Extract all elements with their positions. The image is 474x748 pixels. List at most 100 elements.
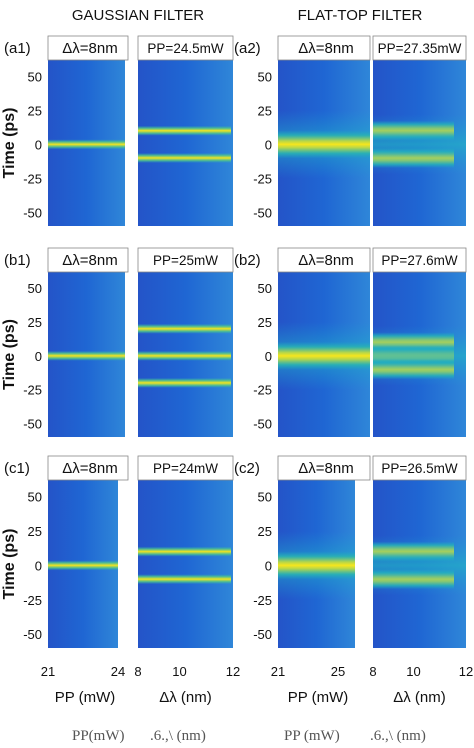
x-tick-dl-gaussian-1: 10 [172, 664, 186, 679]
panel-tag-a1: (a1) [4, 40, 31, 57]
x-tick-dl-flat-2: 12 [459, 664, 473, 679]
y-tick-flat-1-3: -25 [253, 383, 272, 398]
x-tick-pp-end-gaussian: 24 [111, 664, 125, 679]
pulse-right-c1-1 [138, 574, 231, 585]
y-tick-flat-2-2: 0 [265, 558, 272, 573]
x-label-dl-gaussian: Δλ (nm) [159, 689, 212, 706]
panel-tag-c2: (c2) [234, 460, 260, 477]
y-label-row-0: Time (ps) [1, 108, 18, 179]
panel-a2: (a2) Δλ=8nm PP=27.35mW [234, 35, 467, 226]
y-axes: Time (ps) 50 50 25 25 0 0 -25 -25 -50 -50 Time (ps)… [1, 69, 272, 642]
panel-b2: (b2) Δλ=8nm PP=27.6mW [234, 247, 467, 437]
footer-left-dl: .6.,\ (nm) [150, 728, 206, 744]
pulse-left-c1 [48, 560, 118, 571]
x-tick-pp-start-flat: 21 [271, 664, 285, 679]
x-tick-dl-gaussian-2: 12 [226, 664, 240, 679]
pulse-right-a1-1 [138, 152, 231, 163]
header-left-box-b2 [277, 247, 371, 273]
header-right-box-b1 [137, 247, 234, 273]
y-tick-gaussian-1-0: 50 [28, 281, 42, 296]
header-left-box-c1 [47, 455, 129, 481]
footer-right-pp: PP (mW) [284, 728, 340, 744]
x-tick-pp-start-gaussian: 21 [41, 664, 55, 679]
y-tick-gaussian-2-3: -25 [23, 593, 42, 608]
panel-b1: (b1) Δλ=8nm PP=25mW [4, 247, 234, 437]
y-tick-flat-2-4: -50 [253, 627, 272, 642]
y-tick-gaussian-0-3: -25 [23, 171, 42, 186]
label-dl-b1: Δλ=8nm [62, 252, 117, 269]
label-dl-b2: Δλ=8nm [298, 252, 353, 269]
y-tick-flat-1-2: 0 [265, 349, 272, 364]
x-tick-dl-flat-1: 10 [406, 664, 420, 679]
y-tick-flat-2-1: 25 [258, 524, 272, 539]
pulse-right-b1-0 [138, 323, 231, 334]
y-tick-gaussian-1-4: -50 [23, 416, 42, 431]
y-tick-gaussian-0-1: 25 [28, 103, 42, 118]
label-pp-a1: PP=24.5mW [147, 41, 223, 56]
header-right-box-a2 [372, 35, 467, 61]
y-tick-gaussian-0-2: 0 [35, 137, 42, 152]
pulse-left-a2 [278, 130, 370, 159]
panel-c2: (c2) Δλ=8nm PP=26.5mW [234, 455, 467, 648]
y-tick-gaussian-0-4: -50 [23, 205, 42, 220]
y-tick-gaussian-2-4: -50 [23, 627, 42, 642]
label-dl-a2: Δλ=8nm [298, 40, 353, 57]
header-left-box-c2 [277, 455, 371, 481]
header-left-box-a2 [277, 35, 371, 61]
x-axes: 21 24 8 10 12 PP (mW) Δλ (nm) 21 25 8 10 12 PP (mW) Δ… [41, 664, 473, 706]
label-dl-c2: Δλ=8nm [298, 460, 353, 477]
glow-right-b2 [373, 325, 466, 386]
pulse-left-b2 [278, 341, 370, 370]
glow-right-a2 [373, 114, 466, 175]
label-pp-a2: PP=27.35mW [378, 41, 462, 56]
y-tick-flat-2-0: 50 [258, 490, 272, 505]
y-tick-flat-2-3: -25 [253, 593, 272, 608]
panel-tag-b2: (b2) [234, 252, 261, 269]
footer-right-dl: .6.,\ (nm) [370, 728, 426, 744]
title-gaussian: GAUSSIAN FILTER [72, 7, 204, 24]
heatmap-right-c1 [138, 480, 233, 648]
header-right-box-c2 [372, 455, 467, 481]
pulse-left-c2 [278, 551, 355, 580]
panel-tag-b1: (b1) [4, 252, 31, 269]
pulse-left-b1 [48, 350, 125, 361]
y-label-row-2: Time (ps) [1, 529, 18, 600]
header-right-box-a1 [137, 35, 234, 61]
y-tick-gaussian-1-1: 25 [28, 315, 42, 330]
y-label-row-1: Time (ps) [1, 319, 18, 390]
label-dl-c1: Δλ=8nm [62, 460, 117, 477]
y-tick-flat-0-2: 0 [265, 137, 272, 152]
header-right-box-c1 [137, 455, 234, 481]
header-left-box-a1 [47, 35, 129, 61]
y-tick-gaussian-2-2: 0 [35, 558, 42, 573]
header-right-box-b2 [372, 247, 467, 273]
label-pp-b2: PP=27.6mW [381, 253, 457, 268]
y-tick-gaussian-2-1: 25 [28, 524, 42, 539]
label-pp-c2: PP=26.5mW [381, 461, 457, 476]
x-tick-pp-end-flat: 25 [331, 664, 345, 679]
x-tick-dl-flat-0: 8 [369, 664, 376, 679]
x-label-pp-gaussian: PP (mW) [55, 689, 116, 706]
y-tick-flat-0-1: 25 [258, 103, 272, 118]
pulse-right-a1-0 [138, 125, 231, 136]
y-tick-gaussian-2-0: 50 [28, 490, 42, 505]
y-tick-flat-0-0: 50 [258, 69, 272, 84]
title-flat-top: FLAT-TOP FILTER [298, 7, 423, 24]
pulse-right-b1-2 [138, 377, 231, 388]
footer-left-pp: PP(mW) [72, 728, 125, 744]
heatmap-right-a1 [138, 60, 233, 226]
label-pp-c1: PP=24mW [153, 461, 218, 476]
y-tick-flat-1-0: 50 [258, 281, 272, 296]
x-label-pp-flat: PP (mW) [288, 689, 349, 706]
label-dl-a1: Δλ=8nm [62, 40, 117, 57]
panel-tag-a2: (a2) [234, 40, 261, 57]
y-tick-flat-1-1: 25 [258, 315, 272, 330]
pulse-right-b1-1 [138, 350, 231, 361]
x-tick-dl-gaussian-0: 8 [134, 664, 141, 679]
y-tick-gaussian-1-3: -25 [23, 383, 42, 398]
panel-c1: (c1) Δλ=8nm PP=24mW [4, 455, 234, 648]
pulse-right-c1-0 [138, 546, 231, 557]
x-label-dl-flat: Δλ (nm) [393, 689, 446, 706]
y-tick-flat-0-4: -50 [253, 205, 272, 220]
